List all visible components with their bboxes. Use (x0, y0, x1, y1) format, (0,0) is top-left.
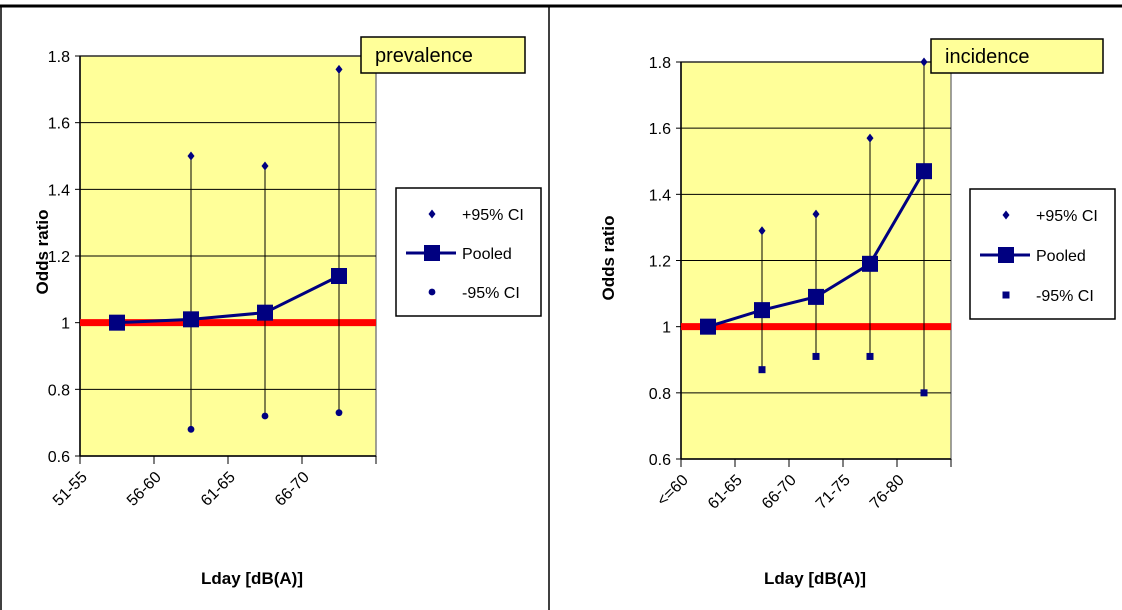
legend-label: -95% CI (1036, 288, 1094, 305)
legend-label: Pooled (462, 246, 512, 263)
chart-title-box (360, 36, 526, 74)
y-tick-label: 1.8 (649, 55, 671, 72)
y-axis-title: Odds ratio (599, 215, 618, 300)
data-point-lower-ci (758, 366, 766, 374)
legend-marker (428, 288, 436, 296)
y-tick-label: 1.2 (649, 254, 671, 271)
x-tick-label: 61-65 (198, 469, 239, 510)
x-axis-title: Lday [dB(A)] (201, 569, 303, 588)
data-point-upper-ci (866, 133, 874, 143)
data-point-pooled (331, 268, 347, 284)
x-tick-label: 76-80 (867, 472, 908, 513)
y-tick-label: 1 (61, 316, 70, 333)
y-tick-label: 1.4 (649, 187, 671, 204)
y-axis-title: Odds ratio (33, 209, 52, 294)
data-point-upper-ci (187, 151, 195, 161)
data-point-upper-ci (920, 57, 928, 67)
y-tick-label: 0.6 (649, 452, 671, 469)
chart-title-box (930, 38, 1104, 74)
data-point-pooled (109, 314, 125, 331)
data-point-pooled (862, 255, 878, 272)
data-point-upper-ci (812, 209, 820, 219)
chart-panel-incidence: 0.6 0.8 1 1.2 1.4 1.6 1.8 <=60 61-65 66-70 71-75 76… (599, 38, 1116, 588)
data-point-upper-ci (335, 64, 343, 74)
data-point-pooled (754, 302, 770, 319)
data-point-lower-ci (920, 389, 928, 397)
data-point-upper-ci (261, 161, 269, 171)
y-tick-label: 0.8 (649, 386, 671, 403)
x-axis-title: Lday [dB(A)] (764, 569, 866, 588)
x-tick-label: 61-65 (705, 472, 746, 513)
data-point-lower-ci (812, 352, 820, 360)
x-tick-label: 71-75 (813, 472, 854, 513)
data-point-upper-ci (758, 226, 766, 236)
y-tick-label: 1.2 (48, 249, 70, 266)
legend-label: -95% CI (462, 285, 520, 302)
chart-title: incidence (945, 46, 1030, 68)
legend-marker (1002, 210, 1010, 220)
data-point-pooled (916, 163, 932, 180)
data-point-pooled (700, 318, 716, 335)
data-point-lower-ci (261, 412, 269, 420)
legend-marker (424, 245, 440, 261)
x-tick-label: <=60 (654, 472, 692, 510)
legend-marker (1002, 291, 1010, 299)
y-tick-label: 1.4 (48, 182, 70, 199)
x-tick-label: 56-60 (124, 469, 165, 510)
y-tick-label: 1.8 (48, 49, 70, 66)
legend-label: +95% CI (1036, 208, 1098, 225)
legend-label: Pooled (1036, 248, 1086, 265)
data-point-pooled (183, 311, 199, 328)
x-tick-label: 51-55 (50, 469, 91, 510)
legend-marker (998, 247, 1014, 263)
data-point-pooled (257, 304, 273, 321)
x-tick-label: 66-70 (272, 469, 313, 510)
x-tick-label: 66-70 (759, 472, 800, 513)
panel-borders (0, 4, 1122, 610)
y-tick-label: 0.8 (48, 382, 70, 399)
chart-panel-prevalence: 0.6 0.8 1 1.2 1.4 1.6 1.8 51-55 56-60 61-65 66-70 O… (33, 36, 542, 588)
data-point-lower-ci (866, 352, 874, 360)
data-point-pooled (808, 288, 824, 305)
y-tick-label: 1.6 (649, 121, 671, 138)
y-tick-label: 1.6 (48, 116, 70, 133)
legend-label: +95% CI (462, 207, 524, 224)
data-point-lower-ci (335, 409, 343, 417)
data-point-lower-ci (187, 425, 195, 433)
pooled-line (116, 274, 340, 325)
y-tick-label: 1 (662, 320, 671, 337)
chart-title: prevalence (375, 45, 473, 67)
legend-marker (428, 209, 436, 219)
y-tick-label: 0.6 (48, 449, 70, 466)
